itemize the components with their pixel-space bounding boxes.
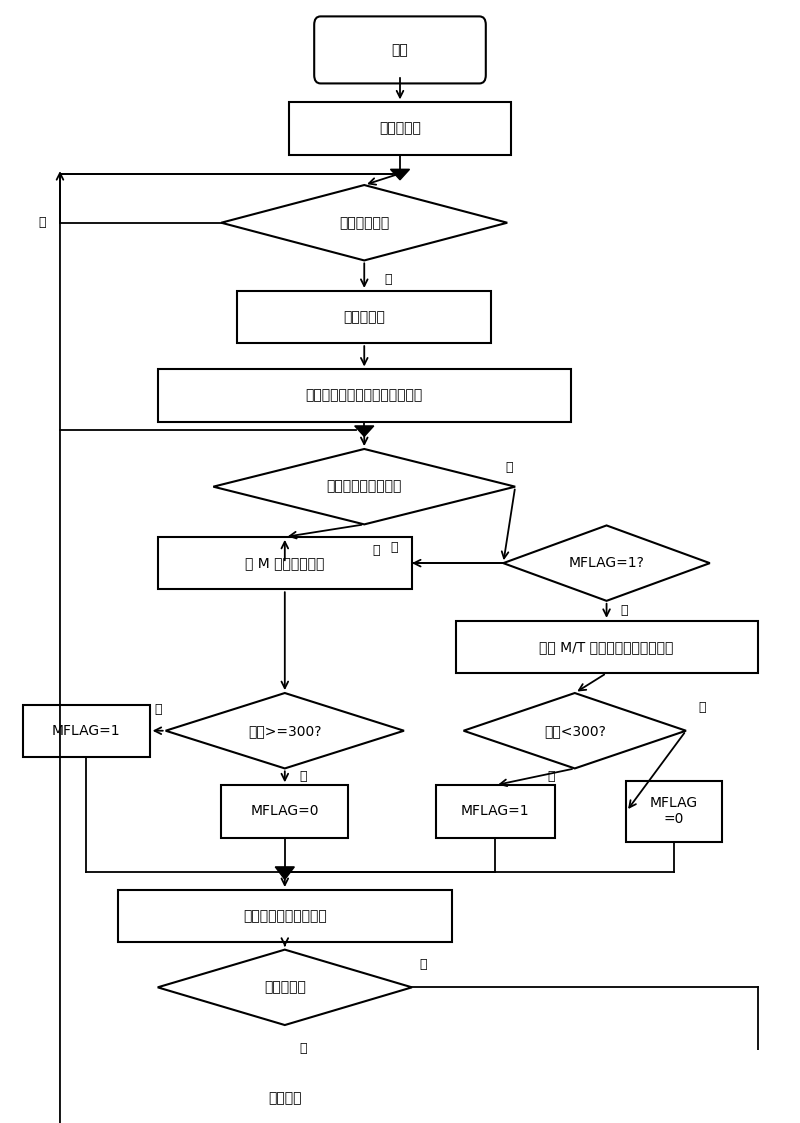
Text: MFLAG=1: MFLAG=1 bbox=[461, 804, 530, 819]
Polygon shape bbox=[390, 170, 410, 180]
Bar bbox=[118, 889, 452, 942]
Text: 是否超转速: 是否超转速 bbox=[264, 980, 306, 994]
Text: 否: 否 bbox=[420, 958, 427, 970]
Bar bbox=[22, 704, 150, 757]
Text: 键处理程序: 键处理程序 bbox=[343, 310, 385, 325]
Text: 开始: 开始 bbox=[392, 43, 408, 57]
Text: 否: 否 bbox=[698, 701, 706, 714]
Text: 转速值显示在显示屏上: 转速值显示在显示屏上 bbox=[243, 910, 326, 923]
Text: MFLAG
=0: MFLAG =0 bbox=[650, 796, 698, 827]
Text: MFLAG=1: MFLAG=1 bbox=[52, 723, 121, 738]
Polygon shape bbox=[222, 185, 507, 261]
Text: 报警输出: 报警输出 bbox=[268, 1092, 302, 1105]
Polygon shape bbox=[166, 693, 404, 768]
Text: MFLAG=1?: MFLAG=1? bbox=[569, 556, 645, 570]
Text: 是: 是 bbox=[547, 770, 555, 784]
Text: 否: 否 bbox=[154, 703, 162, 716]
Polygon shape bbox=[214, 449, 515, 524]
Bar bbox=[158, 369, 571, 422]
Text: 系统是否第一次测量: 系统是否第一次测量 bbox=[326, 480, 402, 494]
Bar bbox=[436, 785, 555, 838]
Text: 否: 否 bbox=[506, 462, 513, 474]
Polygon shape bbox=[503, 526, 710, 601]
Text: 是: 是 bbox=[390, 541, 398, 554]
Bar bbox=[182, 1072, 388, 1123]
Bar bbox=[289, 102, 511, 155]
Polygon shape bbox=[275, 867, 294, 879]
Text: 转速>=300?: 转速>=300? bbox=[248, 723, 322, 738]
Text: 根据键盘输入，显示相应的参数: 根据键盘输入，显示相应的参数 bbox=[306, 389, 423, 402]
Text: MFLAG=0: MFLAG=0 bbox=[250, 804, 319, 819]
Polygon shape bbox=[158, 950, 412, 1025]
Bar bbox=[456, 621, 758, 673]
Polygon shape bbox=[354, 426, 374, 437]
Text: 用 M 法测得转速值: 用 M 法测得转速值 bbox=[245, 556, 325, 570]
Text: 是: 是 bbox=[299, 1042, 306, 1056]
Text: 是: 是 bbox=[299, 770, 306, 784]
Text: 是否有键按下: 是否有键按下 bbox=[339, 216, 390, 230]
Text: 否: 否 bbox=[621, 604, 628, 618]
Text: 启动 M/T 法转速捕捉得到转速值: 启动 M/T 法转速捕捉得到转速值 bbox=[539, 640, 674, 654]
FancyBboxPatch shape bbox=[314, 17, 486, 83]
Text: 是: 是 bbox=[384, 273, 392, 285]
Bar bbox=[626, 780, 722, 842]
Bar bbox=[237, 291, 491, 344]
Bar bbox=[222, 785, 348, 838]
Text: 系统初始化: 系统初始化 bbox=[379, 121, 421, 136]
Bar bbox=[158, 537, 412, 590]
Text: 是: 是 bbox=[372, 544, 380, 557]
Text: 转速<300?: 转速<300? bbox=[544, 723, 606, 738]
Polygon shape bbox=[463, 693, 686, 768]
Text: 否: 否 bbox=[38, 217, 46, 229]
